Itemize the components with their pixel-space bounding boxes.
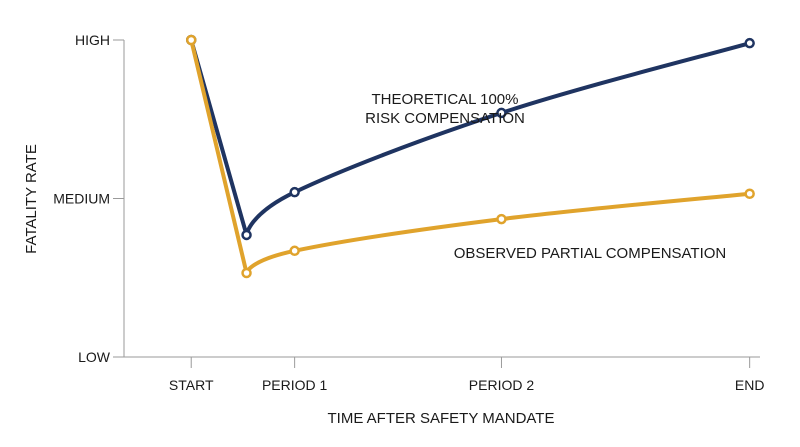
data-point <box>744 188 755 199</box>
data-point <box>496 107 507 119</box>
series-line <box>189 38 752 275</box>
series-label: OBSERVED PARTIAL COMPENSATION <box>454 245 727 262</box>
data-point <box>744 37 755 49</box>
data-point <box>241 229 252 241</box>
data-point <box>185 34 197 46</box>
plot-axes <box>123 40 760 358</box>
x-tick-label: PERIOD 2 <box>469 377 535 393</box>
y-axis-title: FATALITY RATE <box>23 144 40 254</box>
y-tick-label: LOW <box>78 349 111 365</box>
y-axis-ticks: LOW MEDIUM HIGH <box>53 32 124 365</box>
x-tick-label: PERIOD 1 <box>262 377 328 393</box>
data-point <box>241 267 252 279</box>
data-point <box>289 245 300 257</box>
series-label-line: THEORETICAL 100% <box>372 91 519 108</box>
x-axis-title: TIME AFTER SAFETY MANDATE <box>328 410 555 427</box>
data-point <box>289 186 300 198</box>
y-tick-label: HIGH <box>75 32 110 48</box>
series-labels: THEORETICAL 100% RISK COMPENSATION OBSERVE… <box>365 91 726 262</box>
x-axis-ticks: START PERIOD 1 PERIOD 2 END <box>169 357 765 393</box>
data-point <box>496 213 507 225</box>
series-line <box>189 38 752 237</box>
series-label-line: RISK COMPENSATION <box>365 110 525 127</box>
x-tick-label: START <box>169 377 214 393</box>
series-label-line: OBSERVED PARTIAL COMPENSATION <box>454 245 727 262</box>
series-label: THEORETICAL 100% RISK COMPENSATION <box>365 91 525 127</box>
x-tick-label: END <box>735 377 765 393</box>
y-tick-label: MEDIUM <box>53 191 110 207</box>
series-layer <box>185 34 755 279</box>
